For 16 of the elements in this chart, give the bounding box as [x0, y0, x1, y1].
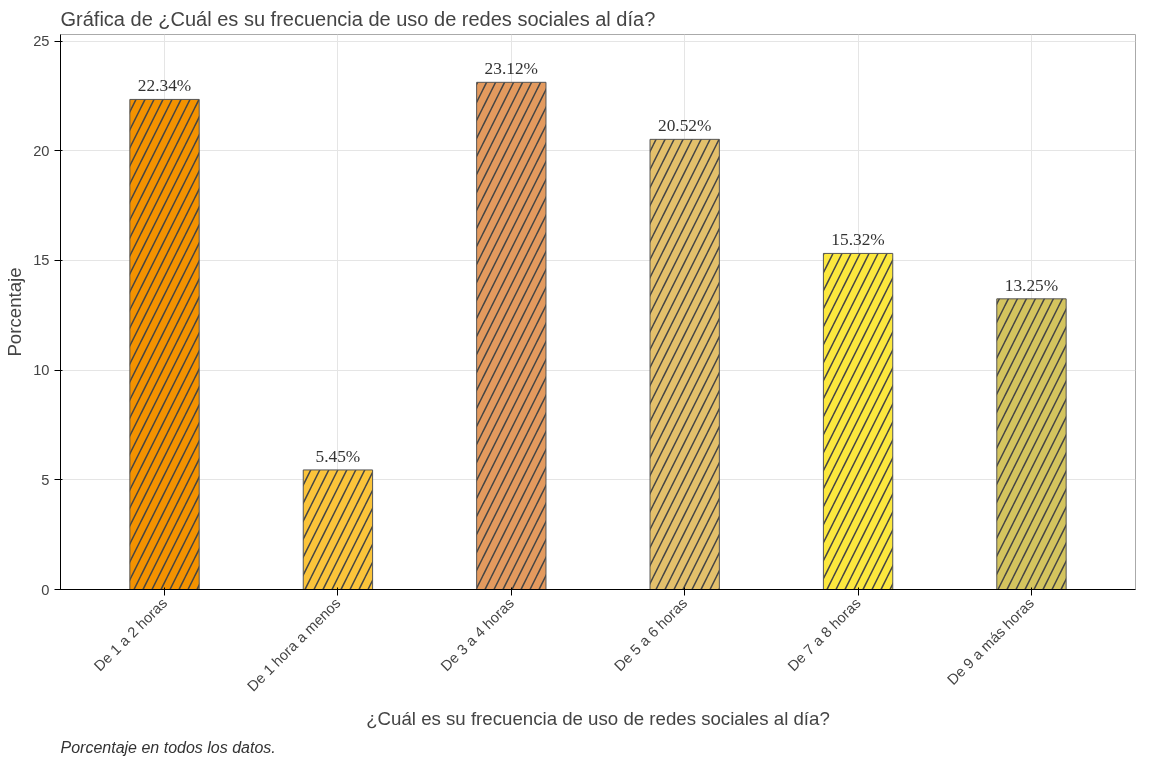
data-label: 22.34%	[137, 76, 192, 96]
data-label: 15.32%	[831, 230, 885, 250]
text: Porcentaje en todos los datos.	[60, 738, 276, 756]
data-label: 5.45%	[315, 446, 361, 466]
y-tick-label: 15	[33, 252, 50, 269]
y-tick-label: 25	[33, 33, 50, 50]
x-axis-title: ¿Cuál es su frecuencia de uso de redes sociales al día?	[366, 707, 830, 729]
data-label: 20.52%	[657, 116, 712, 136]
y-tick-label: 10	[33, 362, 50, 379]
y-tick-label: 5	[41, 471, 50, 488]
y-tick-label: 0	[41, 581, 50, 598]
data-label: 23.12%	[484, 59, 539, 79]
y-tick-label: 20	[33, 142, 50, 159]
chart-title: Gráfica de ¿Cuál es su frecuencia de uso de redes sociales al día?	[60, 7, 656, 30]
y-axis-title: Porcentaje	[4, 267, 26, 357]
data-label: 13.25%	[1004, 275, 1059, 295]
